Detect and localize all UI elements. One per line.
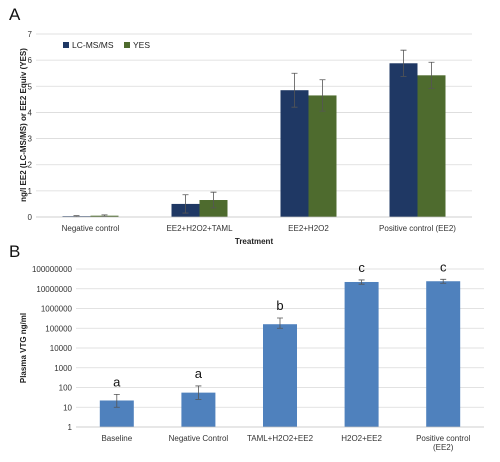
panel-a-y-tick-label: 2: [28, 161, 33, 170]
panel-a-bar-yes: [417, 75, 446, 217]
panel-b-y-tick-label: 10000: [50, 344, 73, 353]
panel-a-y-tick-label: 0: [28, 213, 33, 222]
panel-a-category-label: EE2+H2O2: [288, 224, 329, 233]
panel-a-bars: [62, 49, 446, 218]
panel-b-category-label: Positive control (EE2): [416, 434, 470, 452]
panel-b-category-label: H2O2+EE2: [341, 434, 382, 443]
panel-b-significance-letter: c: [440, 259, 447, 274]
panel-a-y-tick-label: 7: [28, 30, 33, 39]
panel-b-y-tick-label: 1000: [54, 364, 72, 373]
panel-b-y-tick-label: 10000000: [36, 285, 72, 294]
panel-a-x-ticks: Negative control EE2+H2O2+TAML EE2+H2O2 Pos…: [62, 224, 457, 233]
panel-b-bars: [99, 278, 461, 427]
panel-b-error-bar: [358, 279, 365, 285]
panel-a-error-bar: [319, 79, 326, 112]
panel-b-y-tick-label: 10: [63, 403, 72, 412]
legend-swatch-yes: [124, 42, 130, 48]
panel-a-bar-yes: [199, 200, 228, 217]
legend-label-lcms: LC-MS/MS: [72, 40, 114, 50]
panel-a-y-tick-label: 1: [28, 187, 33, 196]
panel-b-bar: [263, 324, 297, 427]
panel-b-y-tick-label: 100: [59, 384, 73, 393]
panel-b-significance-letter: c: [358, 260, 365, 275]
panel-b-bar: [344, 281, 379, 427]
panel-a-error-bar: [210, 191, 217, 209]
panel-a-bar-yes: [308, 95, 337, 217]
panel-b-y-tick-label: 100000000: [32, 265, 73, 274]
panel-a-y-tick-label: 6: [28, 56, 33, 65]
panel-a-y-axis-label: ng/l EE2 (LC-MS/MS) or EE2 Equiv (YES): [19, 48, 28, 202]
panel-a-bar-lcms: [280, 90, 309, 217]
panel-b-y-tick-label: 1000000: [41, 305, 73, 314]
panel-b-y-tick-label: 100000: [45, 324, 72, 333]
panel-a-error-bar: [400, 49, 407, 77]
panel-a-category-label: Positive control (EE2): [379, 224, 456, 233]
panel-b-y-axis-label: Plasma VTG ng/ml: [19, 313, 28, 383]
panel-b-label: B: [9, 242, 20, 261]
panel-a-y-tick-label: 3: [28, 135, 33, 144]
panel-a-y-ticks: 0 1 2 3 4 5 6 7: [28, 30, 33, 222]
legend-swatch-lcms: [63, 42, 69, 48]
panel-a-category-label: EE2+H2O2+TAML: [166, 224, 233, 233]
panel-b-category-label: TAML+H2O2+EE2: [247, 434, 314, 443]
panel-b-category-label: Negative Control: [169, 434, 229, 443]
panel-a-error-bar: [428, 61, 435, 89]
panel-a-category-label: Negative control: [62, 224, 120, 233]
panel-a-bar-lcms: [389, 63, 418, 217]
panel-b-y-tick-label: 1: [68, 423, 73, 432]
panel-a-error-bar: [101, 214, 108, 217]
panel-b-significance-letter: a: [195, 366, 203, 381]
panel-b-error-bar: [277, 317, 283, 329]
panel-b-y-ticks: 1 10 100 1000 10000 100000 1000000 10000000 1000…: [32, 265, 73, 432]
panel-b-significance-letter: b: [276, 298, 283, 313]
panel-b-x-ticks: Baseline Negative Control TAML+H2O2+EE2 H2O…: [101, 434, 470, 452]
panel-a-x-axis-label: Treatment: [235, 237, 274, 246]
panel-b-error-bar: [195, 385, 202, 400]
panel-b-error-bar: [113, 393, 120, 408]
panel-a-error-bar: [291, 72, 298, 108]
panel-a-y-tick-label: 4: [28, 108, 33, 117]
panel-b-error-bar: [440, 278, 447, 284]
panel-b-significance-letter: a: [113, 374, 121, 389]
panel-b-significance-letters: a a b c c: [113, 259, 447, 389]
panel-a-error-bar: [182, 194, 189, 214]
panel-b-category-label: Baseline: [101, 434, 132, 443]
panel-a-gridlines: [36, 33, 472, 192]
panel-a-y-tick-label: 5: [28, 82, 33, 91]
panel-a-label: A: [9, 5, 21, 24]
panel-a-legend: LC-MS/MS YES: [63, 40, 150, 50]
legend-label-yes: YES: [133, 40, 150, 50]
panel-b-bar: [426, 281, 461, 427]
